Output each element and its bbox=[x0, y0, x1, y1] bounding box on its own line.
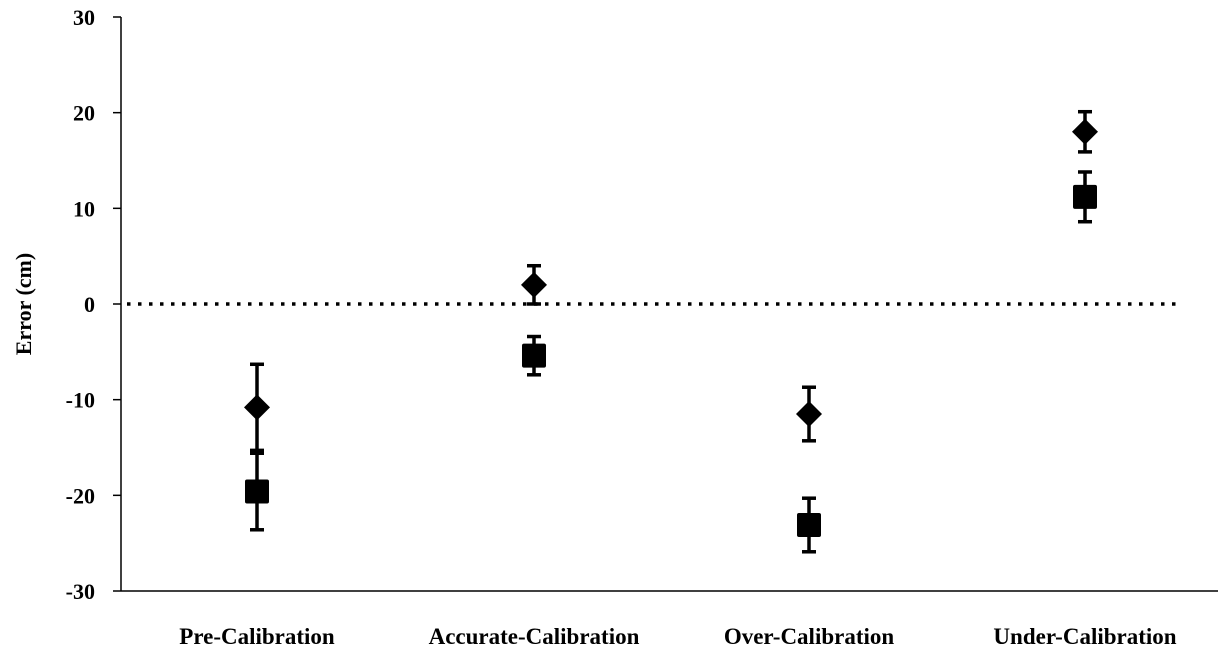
y-tick-label: 10 bbox=[73, 196, 95, 221]
data-point-diamond bbox=[796, 385, 822, 443]
category-label: Accurate-Calibration bbox=[429, 624, 640, 649]
y-tick-label: -30 bbox=[66, 579, 95, 604]
square-marker bbox=[797, 512, 821, 537]
square-marker bbox=[245, 479, 269, 504]
y-tick-label: 20 bbox=[73, 101, 95, 126]
label-layer: 30 20 10 0 -10 -20 -30 Error (cm) Pre-Calibratio… bbox=[11, 5, 1177, 649]
diamond-marker bbox=[796, 401, 822, 428]
y-axis-title: Error (cm) bbox=[11, 253, 36, 355]
data-point-diamond bbox=[1072, 109, 1098, 154]
data-point-square bbox=[245, 451, 269, 532]
category-label: Over-Calibration bbox=[724, 624, 895, 649]
data-point-square bbox=[522, 334, 546, 377]
category-label: Pre-Calibration bbox=[179, 624, 335, 649]
square-marker bbox=[1073, 184, 1097, 209]
data-point-diamond bbox=[521, 263, 547, 306]
axes bbox=[113, 16, 1218, 592]
diamond-marker bbox=[1072, 118, 1098, 145]
data-layer bbox=[244, 109, 1098, 554]
data-point-square bbox=[797, 496, 821, 554]
square-marker bbox=[522, 343, 546, 368]
data-point-diamond bbox=[244, 362, 270, 453]
y-tick-label: 30 bbox=[73, 5, 95, 30]
y-tick-label: 0 bbox=[84, 292, 95, 317]
y-tick-label: -20 bbox=[66, 483, 95, 508]
data-point-square bbox=[1073, 170, 1097, 224]
diamond-marker bbox=[244, 394, 270, 421]
y-tick-label: -10 bbox=[66, 388, 95, 413]
diamond-marker bbox=[521, 271, 547, 298]
category-label: Under-Calibration bbox=[993, 624, 1176, 649]
